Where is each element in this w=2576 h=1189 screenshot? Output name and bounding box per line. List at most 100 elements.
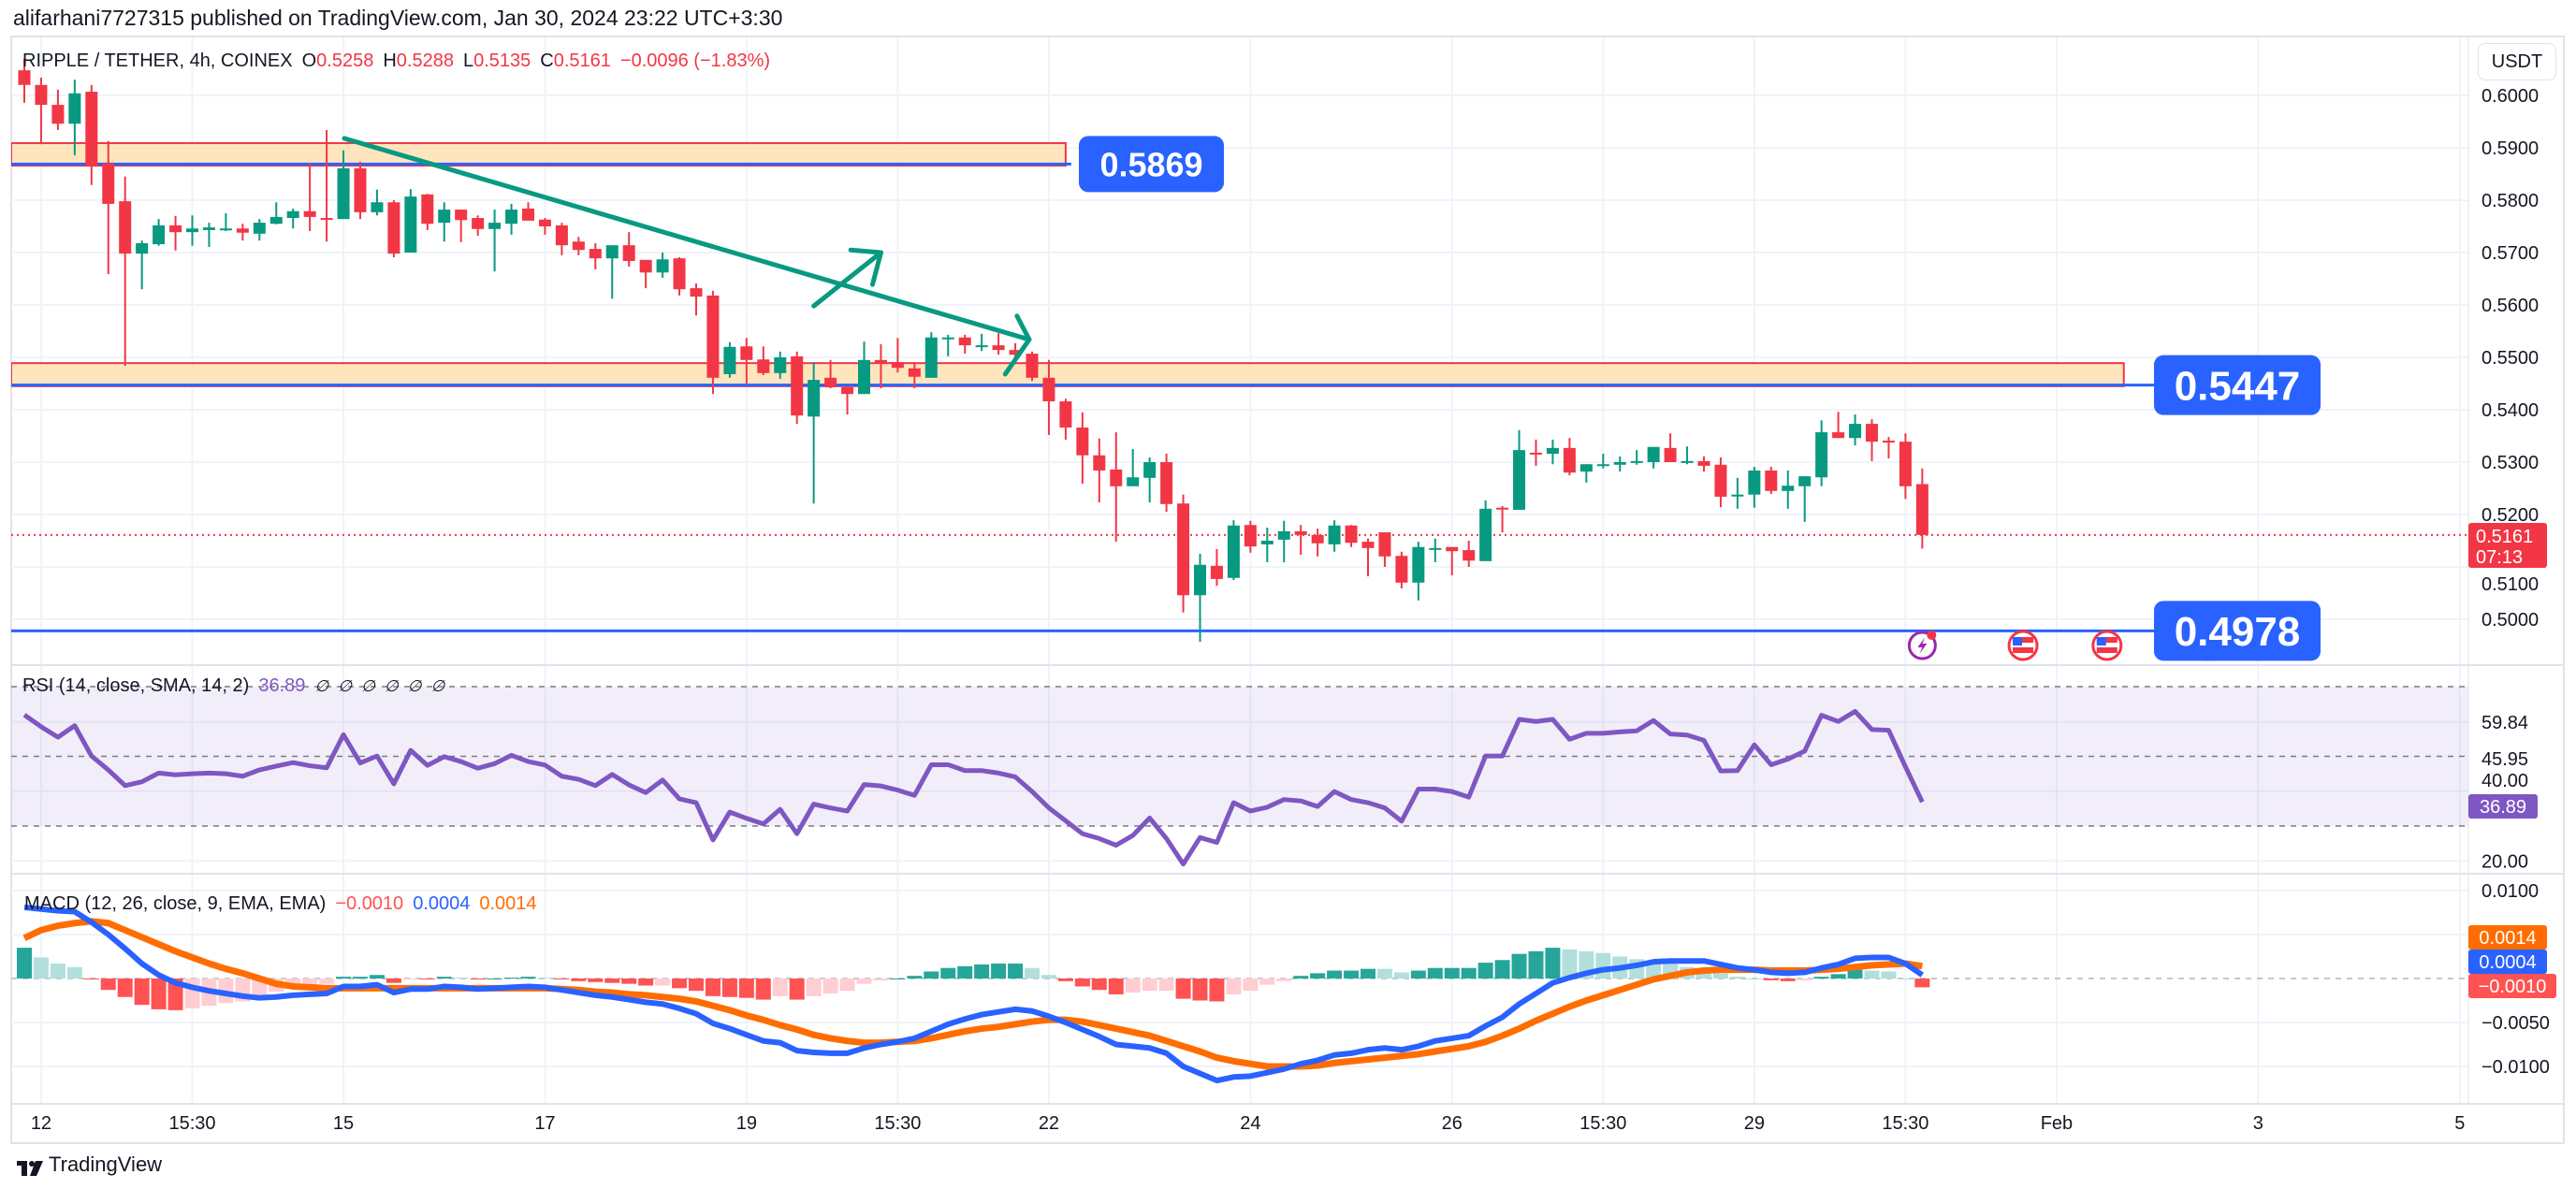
candle-body[interactable] xyxy=(992,345,1005,351)
lightning-icon[interactable] xyxy=(1907,631,1937,660)
candle-body[interactable] xyxy=(472,218,485,229)
rsi-title[interactable]: RSI (14, close, SMA, 14, 2) xyxy=(22,675,250,696)
candle-body[interactable] xyxy=(757,359,770,373)
currency-button[interactable]: USDT xyxy=(2478,43,2556,80)
symbol-title[interactable]: RIPPLE / TETHER, 4h, COINEX xyxy=(22,51,293,71)
candle-body[interactable] xyxy=(35,84,48,106)
candle-body[interactable] xyxy=(1664,447,1677,462)
candle-body[interactable] xyxy=(1782,486,1795,491)
candle-body[interactable] xyxy=(808,380,821,417)
candle-body[interactable] xyxy=(1026,354,1039,378)
macd-legend[interactable]: MACD (12, 26, close, 9, EMA, EMA) −0.001… xyxy=(24,893,537,915)
candle-body[interactable] xyxy=(153,225,166,245)
candle-body[interactable] xyxy=(1227,525,1240,578)
candle-body[interactable] xyxy=(1513,450,1526,510)
macd-pane[interactable] xyxy=(11,904,2468,1084)
candle-body[interactable] xyxy=(1194,564,1206,596)
candle-body[interactable] xyxy=(1882,441,1895,443)
candle-body[interactable] xyxy=(1244,525,1257,547)
arrow-line[interactable] xyxy=(1002,337,1032,377)
candle-body[interactable] xyxy=(522,208,534,221)
candle-body[interactable] xyxy=(1160,462,1173,504)
candle-body[interactable] xyxy=(438,210,451,224)
candle-body[interactable] xyxy=(85,92,98,167)
candle-body[interactable] xyxy=(958,337,971,346)
candle-body[interactable] xyxy=(1748,470,1761,495)
candle-body[interactable] xyxy=(1899,442,1912,486)
candle-body[interactable] xyxy=(1361,542,1375,548)
candle-body[interactable] xyxy=(824,377,837,387)
candle-body[interactable] xyxy=(404,196,417,253)
macd-title[interactable]: MACD (12, 26, close, 9, EMA, EMA) xyxy=(24,893,327,914)
candle-body[interactable] xyxy=(572,241,585,251)
candle-body[interactable] xyxy=(236,228,249,233)
candle-body[interactable] xyxy=(1395,556,1408,583)
candle-body[interactable] xyxy=(1009,350,1022,355)
candle-body[interactable] xyxy=(791,355,804,416)
candle-body[interactable] xyxy=(354,167,367,212)
rsi-line[interactable] xyxy=(22,708,1925,867)
candle-body[interactable] xyxy=(1630,460,1643,463)
candle-body[interactable] xyxy=(1177,503,1190,596)
candle-body[interactable] xyxy=(488,223,502,229)
candle-body[interactable] xyxy=(253,223,266,234)
candle-body[interactable] xyxy=(186,228,198,233)
candle-body[interactable] xyxy=(1697,460,1710,466)
candle-body[interactable] xyxy=(656,259,669,273)
candle-body[interactable] xyxy=(421,194,434,225)
candle-body[interactable] xyxy=(337,167,350,220)
candle-body[interactable] xyxy=(941,337,954,340)
candle-body[interactable] xyxy=(1563,447,1576,473)
candle-body[interactable] xyxy=(1613,462,1626,465)
candle-body[interactable] xyxy=(371,202,384,212)
candle-body[interactable] xyxy=(505,210,518,225)
candle-body[interactable] xyxy=(136,242,149,254)
candle-body[interactable] xyxy=(841,386,854,395)
candle-body[interactable] xyxy=(1463,550,1476,561)
candle-body[interactable] xyxy=(1311,534,1324,544)
candle-body[interactable] xyxy=(1277,530,1290,540)
candle-body[interactable] xyxy=(1294,530,1307,535)
candle-body[interactable] xyxy=(1681,460,1694,463)
level-price-label[interactable]: 0.5869 xyxy=(1079,136,1224,193)
candle-body[interactable] xyxy=(723,346,736,374)
candle-body[interactable] xyxy=(1210,565,1223,579)
candle-body[interactable] xyxy=(455,210,468,221)
candle-body[interactable] xyxy=(320,218,333,221)
candle-body[interactable] xyxy=(1479,508,1492,561)
rsi-legend[interactable]: RSI (14, close, SMA, 14, 2) 36.89 ∅ ∅ ∅ … xyxy=(22,675,444,697)
candle-body[interactable] xyxy=(1042,377,1055,402)
candle-body[interactable] xyxy=(68,93,81,124)
price-pane[interactable] xyxy=(11,58,2468,661)
trend-line[interactable] xyxy=(342,136,1032,342)
arrow-line[interactable] xyxy=(811,250,883,309)
candle-body[interactable] xyxy=(1849,424,1862,439)
macd-line-badge[interactable]: 0.0004 xyxy=(2468,950,2547,974)
supply-demand-zone[interactable] xyxy=(11,141,1067,167)
us-flag-icon[interactable] xyxy=(2091,630,2123,661)
symbol-legend[interactable]: RIPPLE / TETHER, 4h, COINEX O0.5258 H0.5… xyxy=(22,51,770,72)
candle-body[interactable] xyxy=(1429,547,1442,550)
candle-body[interactable] xyxy=(169,225,182,233)
candle-body[interactable] xyxy=(774,357,787,373)
candle-body[interactable] xyxy=(1731,494,1744,497)
candle-body[interactable] xyxy=(1546,447,1559,455)
candle-body[interactable] xyxy=(219,228,232,231)
candle-body[interactable] xyxy=(555,225,568,246)
rsi-pane[interactable] xyxy=(11,686,2468,867)
candle-body[interactable] xyxy=(1143,462,1157,478)
candle-body[interactable] xyxy=(1866,424,1878,442)
candle-body[interactable] xyxy=(740,346,753,360)
candle-body[interactable] xyxy=(858,359,870,395)
candle-body[interactable] xyxy=(1714,464,1727,497)
candle-body[interactable] xyxy=(1446,546,1459,552)
candle-body[interactable] xyxy=(1328,525,1341,544)
candle-body[interactable] xyxy=(1260,541,1273,544)
us-flag-icon[interactable] xyxy=(2007,630,2039,661)
candle-body[interactable] xyxy=(1798,476,1812,486)
macd-histogram-badge[interactable]: −0.0010 xyxy=(2468,974,2556,998)
candle-body[interactable] xyxy=(119,201,132,254)
candle-body[interactable] xyxy=(673,258,686,290)
candle-body[interactable] xyxy=(1345,525,1358,544)
